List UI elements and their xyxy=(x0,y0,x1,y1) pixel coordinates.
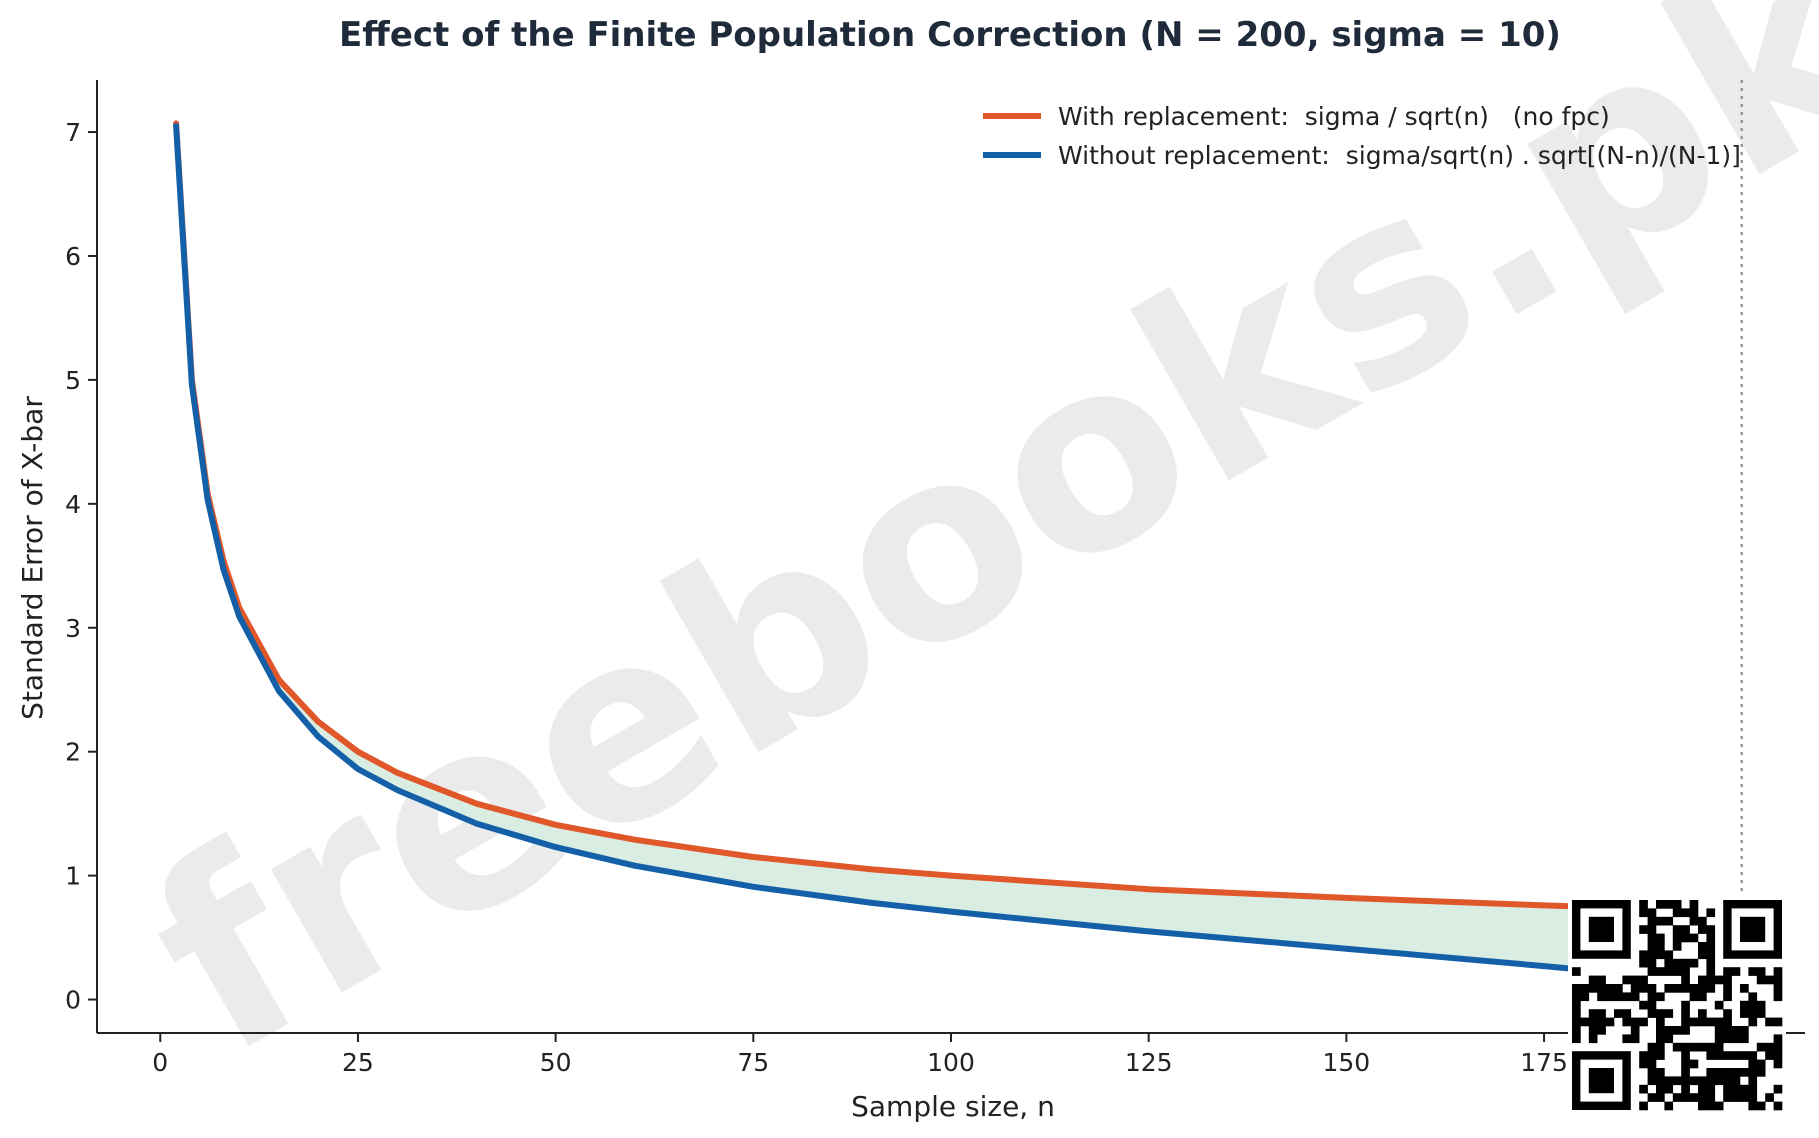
x-axis-label: Sample size, n xyxy=(851,1090,1055,1123)
y-axis-label: Standard Error of X-bar xyxy=(16,396,49,720)
x-tick-label: 75 xyxy=(737,1048,769,1077)
legend-label-without-replacement: Without replacement: sigma/sqrt(n) . sqr… xyxy=(1058,141,1741,170)
y-tick-label: 0 xyxy=(65,986,81,1015)
legend: With replacement: sigma / sqrt(n) (no fp… xyxy=(983,102,1741,170)
y-ticks: 0 1 2 3 4 5 6 7 xyxy=(65,118,97,1015)
x-tick-label: 175 xyxy=(1520,1048,1568,1077)
y-tick-label: 1 xyxy=(65,862,81,891)
chart-title: Effect of the Finite Population Correcti… xyxy=(339,15,1561,55)
y-tick-label: 7 xyxy=(65,118,81,147)
x-tick-label: 125 xyxy=(1125,1048,1173,1077)
x-tick-label: 50 xyxy=(540,1048,572,1077)
axes: 0 25 50 75 100 125 150 175 0 1 2 3 4 5 6 7 xyxy=(65,80,1805,1077)
legend-label-with-replacement: With replacement: sigma / sqrt(n) (no fp… xyxy=(1058,102,1610,131)
y-tick-label: 2 xyxy=(65,738,81,767)
x-tick-label: 150 xyxy=(1323,1048,1371,1077)
series-line-without-replacement xyxy=(173,122,1587,973)
y-tick-label: 6 xyxy=(65,242,81,271)
plot-area xyxy=(173,80,1743,1033)
x-ticks: 0 25 50 75 100 125 150 175 xyxy=(152,1033,1568,1077)
x-tick-label: 0 xyxy=(152,1048,168,1077)
x-tick-label: 100 xyxy=(927,1048,975,1077)
qr-code-image xyxy=(1568,896,1786,1114)
x-tick-label: 25 xyxy=(342,1048,374,1077)
y-tick-label: 4 xyxy=(65,490,81,519)
y-tick-label: 3 xyxy=(65,614,81,643)
y-tick-label: 5 xyxy=(65,366,81,395)
